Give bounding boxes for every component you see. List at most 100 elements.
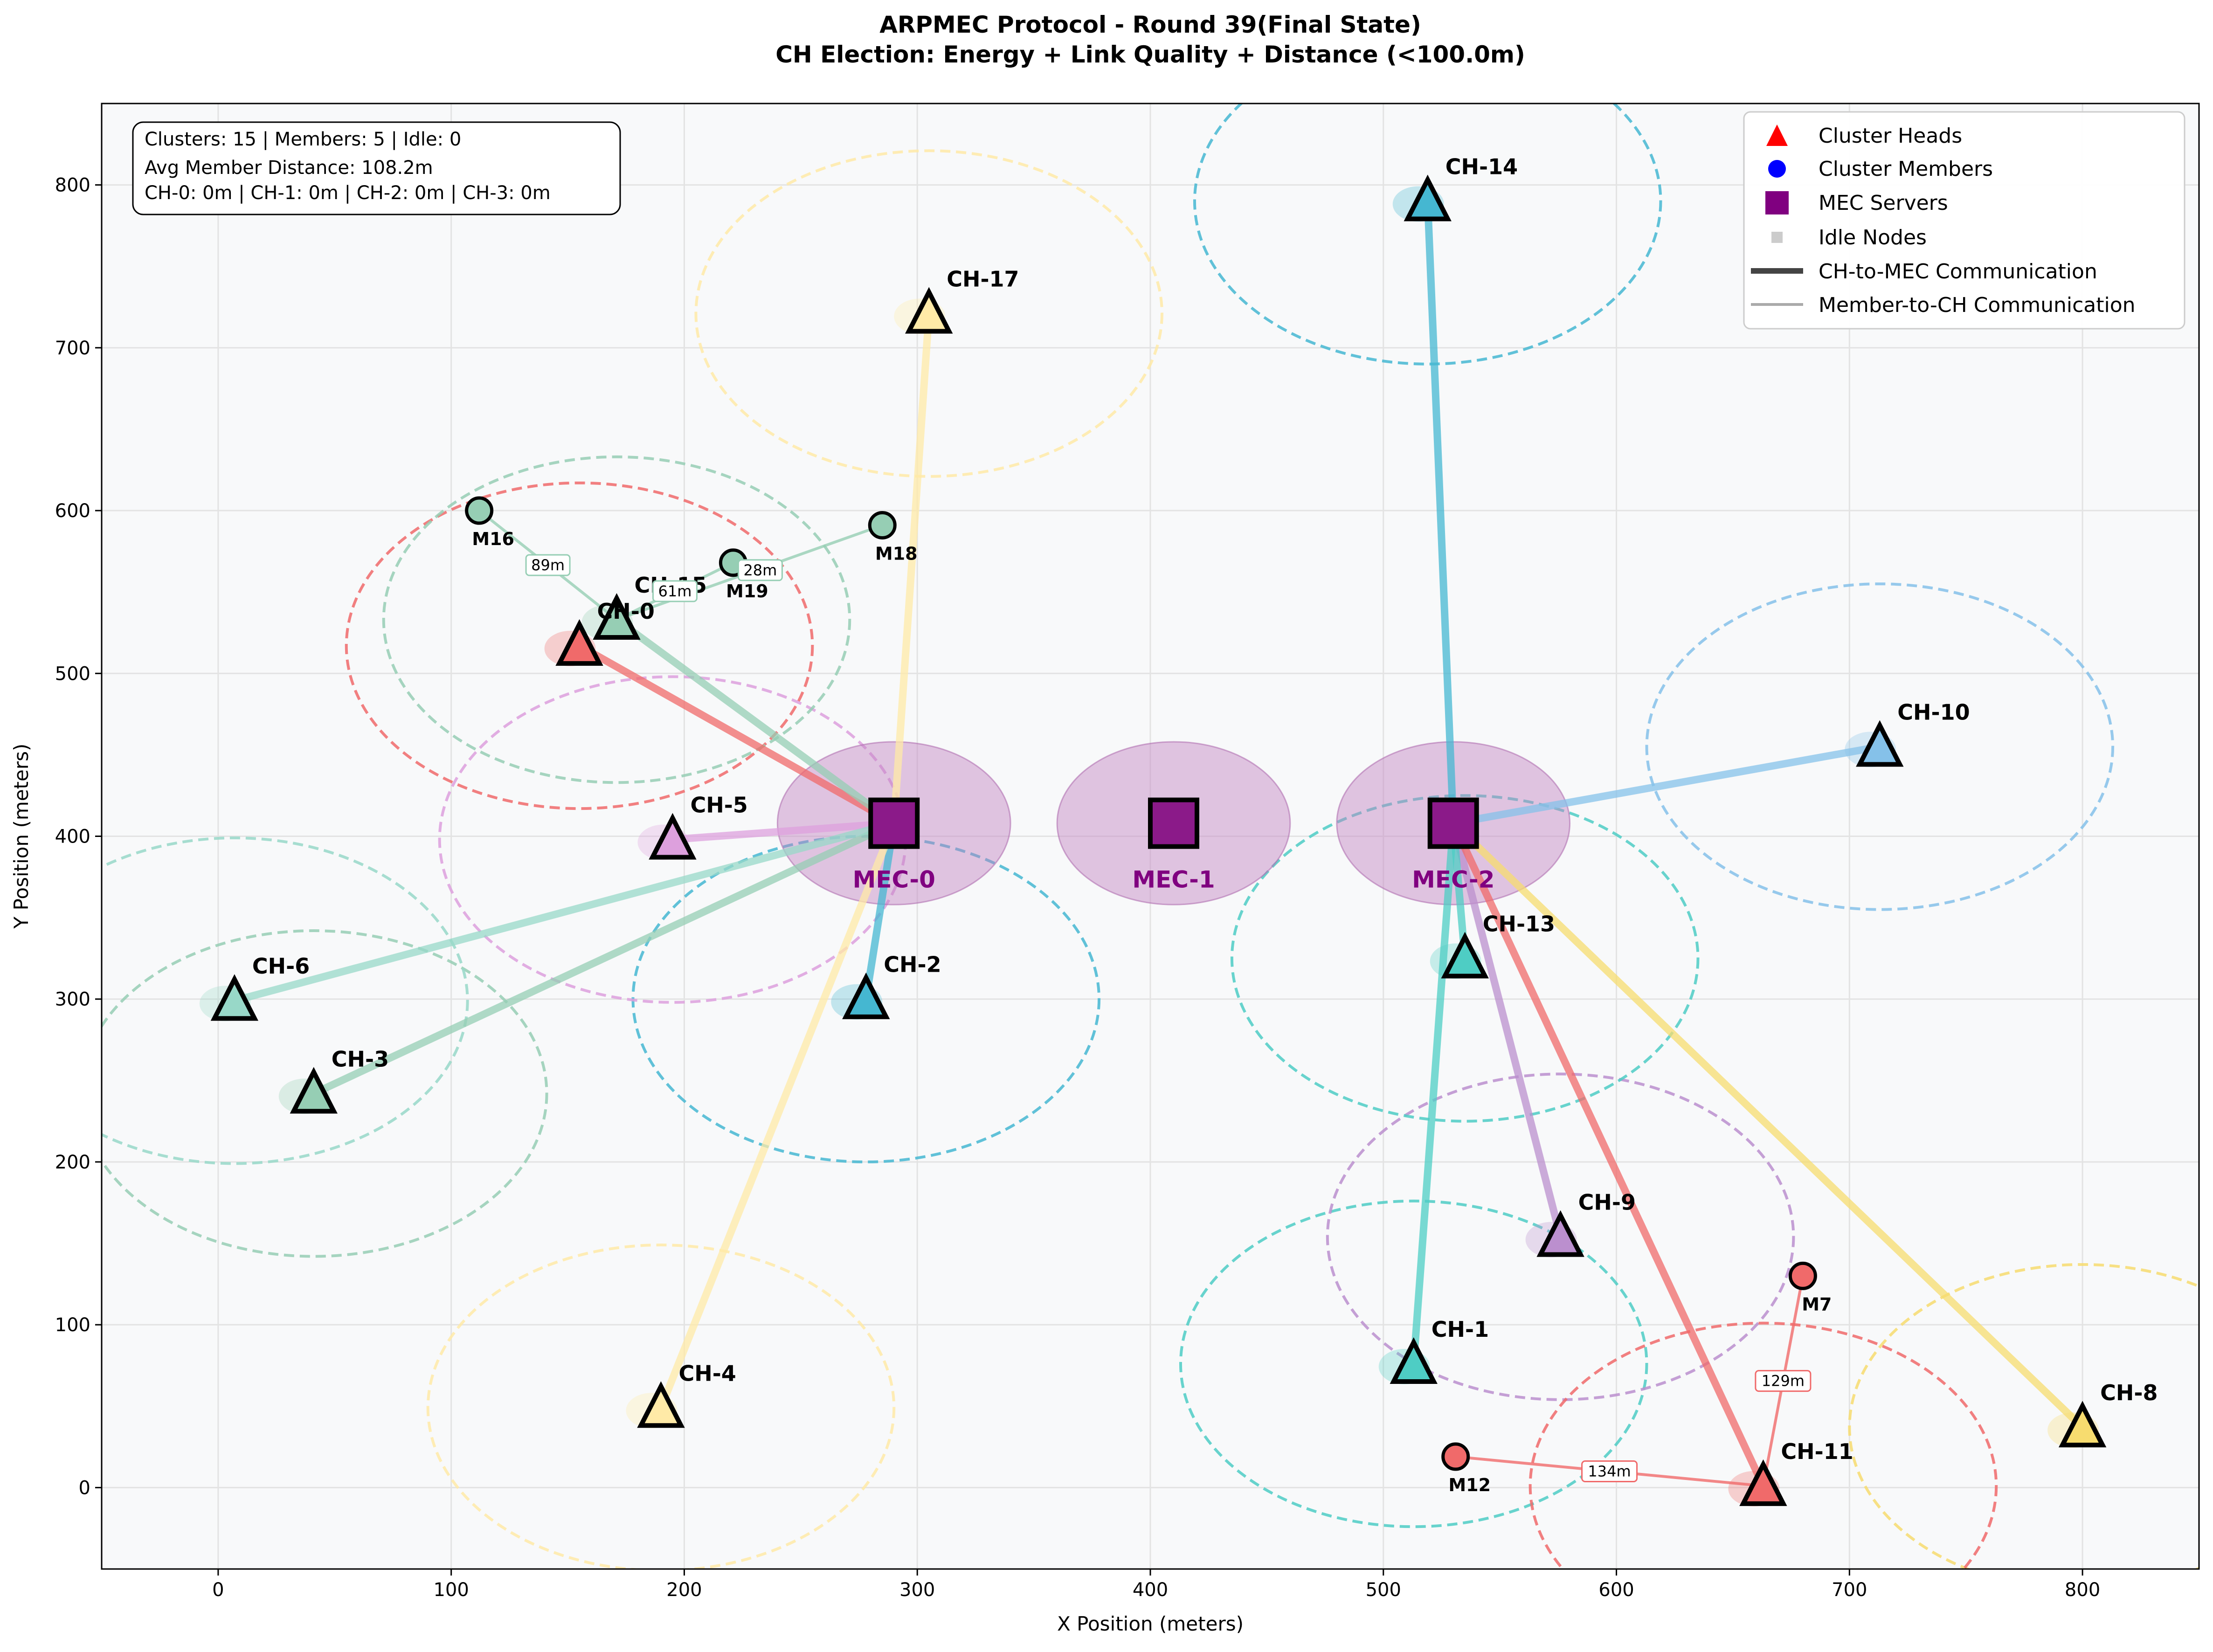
info-box-frame [132, 121, 621, 215]
x-tick-label: 700 [1832, 1579, 1867, 1601]
x-tick-label: 400 [1133, 1579, 1168, 1601]
legend: Cluster Heads Cluster Members MEC Server… [1743, 111, 2185, 330]
y-tick-label: 300 [55, 989, 90, 1010]
cluster-head-label: CH-13 [1483, 911, 1555, 936]
nodes [199, 174, 2107, 1507]
ch-to-mec-link [1449, 743, 1884, 827]
mec-server-label: MEC-2 [1412, 866, 1494, 893]
y-tick-label: 100 [55, 1314, 90, 1336]
member-node-label: M19 [726, 581, 768, 601]
member-node-marker [1788, 1261, 1817, 1290]
cluster-head-label: CH-10 [1897, 699, 1970, 725]
ch-to-mec-link [862, 819, 898, 1003]
y-tick-label: 500 [55, 663, 90, 684]
legend-frame [1743, 111, 2185, 330]
mec-server-label: MEC-1 [1132, 866, 1215, 893]
cluster-head-marker [593, 593, 641, 640]
x-tick-label: 500 [1366, 1579, 1401, 1601]
cluster-head-label: CH-1 [1432, 1317, 1489, 1342]
ch-to-mec-link [613, 616, 898, 827]
y-tick-label: 400 [55, 826, 90, 848]
cluster-head-marker [842, 972, 890, 1019]
y-tick-label: 800 [55, 175, 90, 196]
mec-server-marker [1148, 797, 1199, 849]
cluster-head-label: CH-2 [884, 952, 941, 977]
legend-label: CH-to-MEC Communication [1819, 260, 2097, 283]
member-distance-label-box [1755, 1370, 1812, 1392]
cluster-head-marker [637, 1381, 685, 1428]
x-tick-label: 300 [899, 1579, 935, 1601]
chart-title: ARPMEC Protocol - Round 39(Final State) [879, 11, 1421, 38]
cluster-range-circle [102, 836, 469, 1165]
ch-to-mec-link [1449, 819, 1564, 1241]
y-axis-label: Y Position (meters) [10, 744, 33, 929]
member-node-label: M12 [1448, 1475, 1491, 1495]
ch-to-mec-link [890, 310, 933, 827]
cluster-range-circle [1179, 1199, 1648, 1528]
member-distance-label: 129m [1762, 1372, 1805, 1390]
mec-server-label: MEC-0 [853, 866, 935, 893]
cluster-range-circle [426, 1244, 896, 1569]
cluster-head-marker [1441, 932, 1489, 979]
member-distance-label: 134m [1588, 1462, 1631, 1480]
cluster-range-circle [345, 481, 814, 810]
member-distance-label-box [737, 559, 783, 581]
member-distance-label: 28m [743, 561, 777, 579]
legend-label: Member-to-CH Communication [1819, 293, 2136, 317]
chart-subtitle: CH Election: Energy + Link Quality + Dis… [775, 41, 1525, 68]
ch-to-mec-link [310, 819, 898, 1098]
cluster-head-label: CH-5 [690, 792, 747, 817]
info-box: Clusters: 15 | Members: 5 | Idle: 0 Avg … [132, 121, 621, 215]
cluster-head-marker [1390, 1337, 1438, 1384]
legend-label: Idle Nodes [1819, 226, 1927, 249]
member-distance-label-box [525, 554, 571, 576]
ch-to-mec-link [1410, 819, 1457, 1368]
x-tick-label: 600 [1598, 1579, 1634, 1601]
mec-server-marker [1427, 797, 1479, 849]
legend-label: MEC Servers [1819, 191, 1948, 215]
ch-to-mec-link [1449, 819, 2087, 1431]
x-tick-label: 200 [666, 1579, 702, 1601]
member-distance-label: 61m [658, 582, 692, 600]
cluster-head-marker [555, 619, 603, 666]
ch-to-mec-link [669, 819, 898, 843]
ch-to-mec-link [575, 642, 898, 827]
info-line: Avg Member Distance: 108.2m [145, 157, 433, 179]
y-tick-label: 700 [55, 338, 90, 359]
cluster-range-circle [1528, 1321, 1998, 1569]
ch-to-mec-link [230, 819, 898, 1005]
info-line: CH-0: 0m | CH-1: 0m | CH-2: 0m | CH-3: 0… [145, 182, 551, 204]
cluster-head-label: CH-14 [1445, 154, 1518, 180]
cluster-head-marker [290, 1067, 338, 1114]
ch-to-mec-link [1424, 197, 1457, 827]
cluster-head-marker [2058, 1401, 2107, 1448]
mec-server-marker [868, 797, 920, 849]
info-line: Clusters: 15 | Members: 5 | Idle: 0 [145, 129, 461, 150]
member-distance-label-box [652, 580, 698, 602]
cluster-range-circle [102, 929, 548, 1258]
legend-label: Cluster Heads [1819, 124, 1962, 148]
legend-label: Cluster Members [1819, 157, 1993, 181]
cluster-head-marker [1739, 1459, 1787, 1506]
member-distance-label-box [1581, 1460, 1638, 1482]
communication-links [230, 197, 2087, 1490]
cluster-range-circle [1193, 104, 1662, 366]
x-axis-label: X Position (meters) [1057, 1612, 1244, 1635]
cluster-range-circle [1848, 1263, 2199, 1569]
x-tick-label: 800 [2065, 1579, 2100, 1601]
cluster-head-marker [649, 813, 697, 860]
x-tick-label: 0 [212, 1579, 224, 1601]
cluster-head-label: CH-4 [678, 1361, 736, 1386]
axes: 0 100 200 300 400 500 600 700 800 0 100 200 300 400 50… [55, 175, 2101, 1601]
member-node-label: M16 [472, 529, 514, 549]
cluster-range-circle [694, 149, 1163, 478]
member-node-marker [1441, 1442, 1470, 1471]
cluster-head-label: CH-6 [252, 954, 310, 979]
cluster-range-circle [1645, 582, 2115, 911]
cluster-head-marker [1404, 174, 1452, 221]
cluster-range-circle [382, 455, 851, 784]
cluster-head-label: CH-3 [332, 1046, 389, 1071]
cluster-head-label: CH-8 [2100, 1380, 2158, 1405]
legend-marker-triangle [1766, 124, 1788, 146]
